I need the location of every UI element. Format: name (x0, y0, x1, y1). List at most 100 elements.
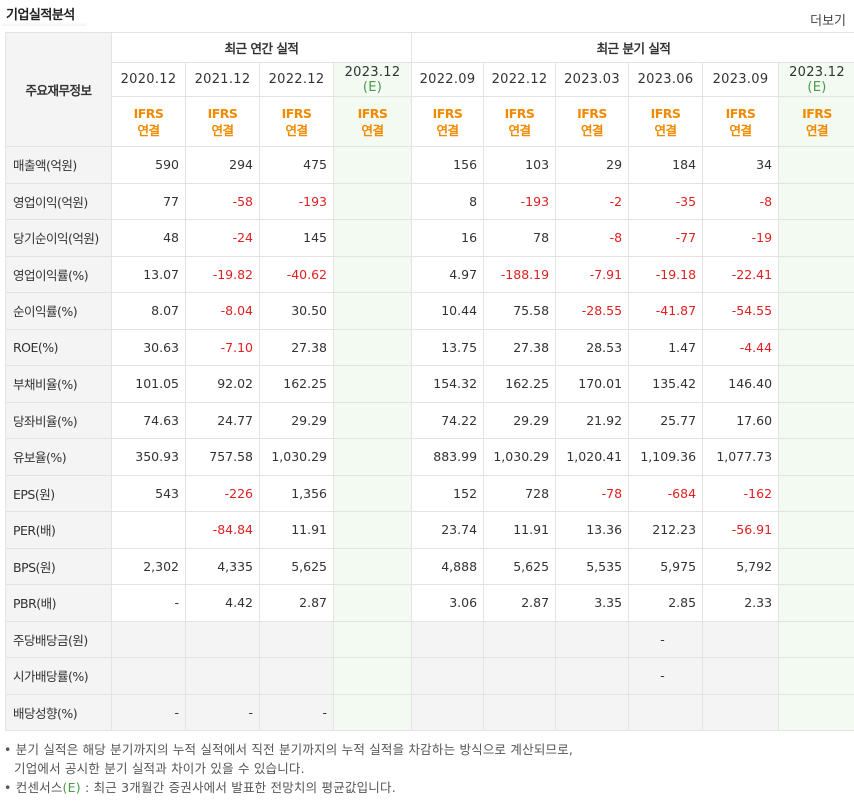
ifrs-header: IFRS 연결 (111, 96, 186, 147)
row-label: PER(배) (5, 511, 112, 549)
ifrs-header: IFRS 연결 (332, 96, 413, 147)
table-cell: -54.55 (702, 292, 780, 330)
consolidated-label: 연결 (137, 122, 160, 138)
row-label: PBR(배) (5, 584, 112, 622)
row-label: 유보율(%) (5, 438, 112, 476)
table-cell: 4.97 (411, 255, 485, 293)
table-cell: 30.50 (259, 292, 334, 330)
table-cell: 103 (483, 146, 557, 184)
consolidated-label: 연결 (654, 122, 678, 138)
ifrs-header: IFRS 연결 (411, 96, 485, 147)
year-label: 2023.12 (344, 64, 401, 80)
table-cell: 156 (411, 146, 485, 184)
table-cell: -19.82 (185, 255, 260, 293)
consolidated-label: 연결 (508, 122, 532, 138)
table-cell: - (111, 693, 186, 731)
year-header: 2022.09 (411, 62, 485, 97)
table-cell: 23.74 (411, 511, 485, 549)
table-cell: 5,625 (259, 547, 334, 585)
table-cell: 27.38 (259, 328, 334, 366)
table-cell (332, 657, 413, 695)
corner-label: 주요재무정보 (5, 32, 112, 147)
table-row: ROE(%) 30.63 -7.10 27.38 13.75 27.38 28.53 1.47… (5, 328, 854, 366)
table-cell (332, 365, 413, 403)
table-cell: -35 (628, 182, 704, 220)
table-cell: 294 (185, 146, 260, 184)
table-cell: 8 (411, 182, 485, 220)
footnote-3: • 컨센서스(E) : 최근 3개월간 증권사에서 발표한 전망치의 평균값입니… (4, 778, 573, 797)
row-label: 주당배당금(원) (5, 620, 112, 658)
table-row: EPS(원) 543 -226 1,356 152 728 -78 -684 -162 (5, 474, 854, 512)
table-cell: -193 (483, 182, 557, 220)
table-cell: 75.58 (483, 292, 557, 330)
table-cell (555, 693, 630, 731)
table-cell (555, 620, 630, 658)
table-cell: 28.53 (555, 328, 630, 366)
more-link[interactable]: 더보기 (810, 14, 846, 29)
table-cell: 757.58 (185, 438, 260, 476)
table-cell (185, 657, 260, 695)
table-cell (702, 693, 780, 731)
table-cell: 184 (628, 146, 704, 184)
table-cell: 4,888 (411, 547, 485, 585)
year-header: 2023.12 (E) (332, 62, 413, 97)
ifrs-header: IFRS 연결 (259, 96, 334, 147)
table-cell: -56.91 (702, 511, 780, 549)
ifrs-header: IFRS 연결 (185, 96, 260, 147)
consolidated-label: 연결 (729, 122, 753, 138)
table-cell (778, 292, 854, 330)
table-cell: -77 (628, 219, 704, 257)
table-cell: 21.92 (555, 401, 630, 439)
table-cell: 11.91 (259, 511, 334, 549)
table-cell: -41.87 (628, 292, 704, 330)
ifrs-label: IFRS (725, 105, 756, 121)
table-row: 당기순이익(억원) 48 -24 145 16 78 -8 -77 -19 (5, 219, 854, 257)
table-cell (778, 401, 854, 439)
table-cell (778, 693, 854, 731)
row-label: 매출액(억원) (5, 146, 112, 184)
table-cell (411, 620, 485, 658)
year-header: 2023.09 (702, 62, 780, 97)
table-cell: 29.29 (483, 401, 557, 439)
table-row: 영업이익률(%) 13.07 -19.82 -40.62 4.97 -188.19 -7.9… (5, 255, 854, 293)
table-cell: - (628, 657, 704, 695)
table-cell: -19 (702, 219, 780, 257)
table-cell (483, 620, 557, 658)
table-cell: 4,335 (185, 547, 260, 585)
table-cell: 3.35 (555, 584, 630, 622)
table-cell: 1,077.73 (702, 438, 780, 476)
table-cell (483, 693, 557, 731)
table-cell: - (259, 693, 334, 731)
table-cell: -4.44 (702, 328, 780, 366)
table-cell (778, 219, 854, 257)
table-cell: 1.47 (628, 328, 704, 366)
estimate-mark: (E) (807, 79, 827, 95)
table-cell: 92.02 (185, 365, 260, 403)
ifrs-header: IFRS 연결 (628, 96, 704, 147)
table-cell: 4.42 (185, 584, 260, 622)
table-cell: 590 (111, 146, 186, 184)
consolidated-label: 연결 (361, 122, 385, 138)
table-row: 매출액(억원) 590 294 475 156 103 29 184 34 (5, 146, 854, 184)
table-cell (778, 255, 854, 293)
table-cell: 135.42 (628, 365, 704, 403)
table-cell: 212.23 (628, 511, 704, 549)
table-cell: 2.33 (702, 584, 780, 622)
table-cell (702, 620, 780, 658)
section-header: 기업실적분석 더보기 (0, 0, 854, 30)
table-cell: -188.19 (483, 255, 557, 293)
table-cell: 146.40 (702, 365, 780, 403)
table-cell: -84.84 (185, 511, 260, 549)
table-cell (332, 438, 413, 476)
table-cell: 25.77 (628, 401, 704, 439)
table-cell (332, 401, 413, 439)
table-cell: 27.38 (483, 328, 557, 366)
table-cell (259, 657, 334, 695)
consolidated-label: 연결 (436, 122, 460, 138)
ifrs-label: IFRS (432, 105, 463, 121)
table-cell: -8 (555, 219, 630, 257)
table-cell (332, 255, 413, 293)
footnote-3-prefix: • 컨센서스 (4, 780, 63, 795)
table-cell: 29.29 (259, 401, 334, 439)
table-cell: 13.75 (411, 328, 485, 366)
